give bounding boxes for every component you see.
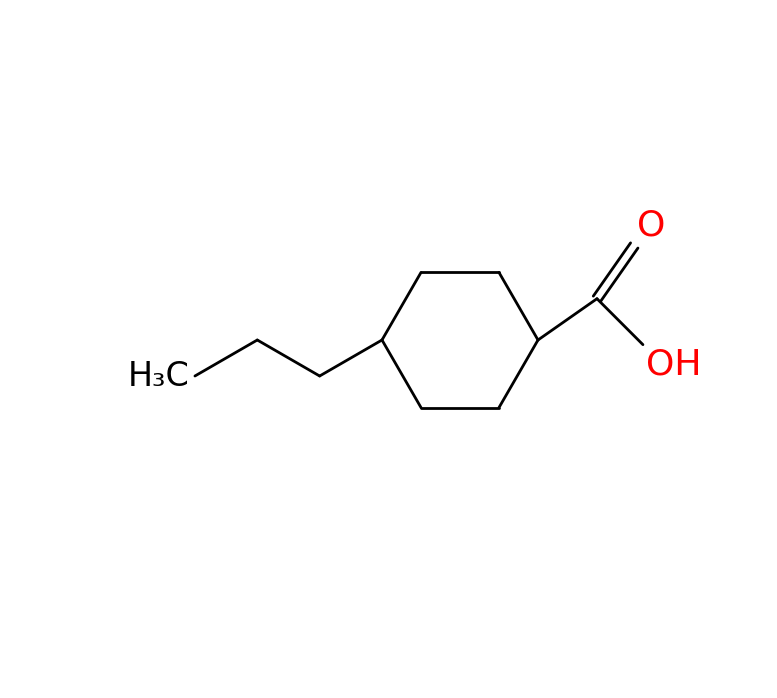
Text: H₃C: H₃C	[128, 359, 190, 392]
Text: OH: OH	[646, 348, 702, 382]
Text: O: O	[637, 209, 666, 242]
